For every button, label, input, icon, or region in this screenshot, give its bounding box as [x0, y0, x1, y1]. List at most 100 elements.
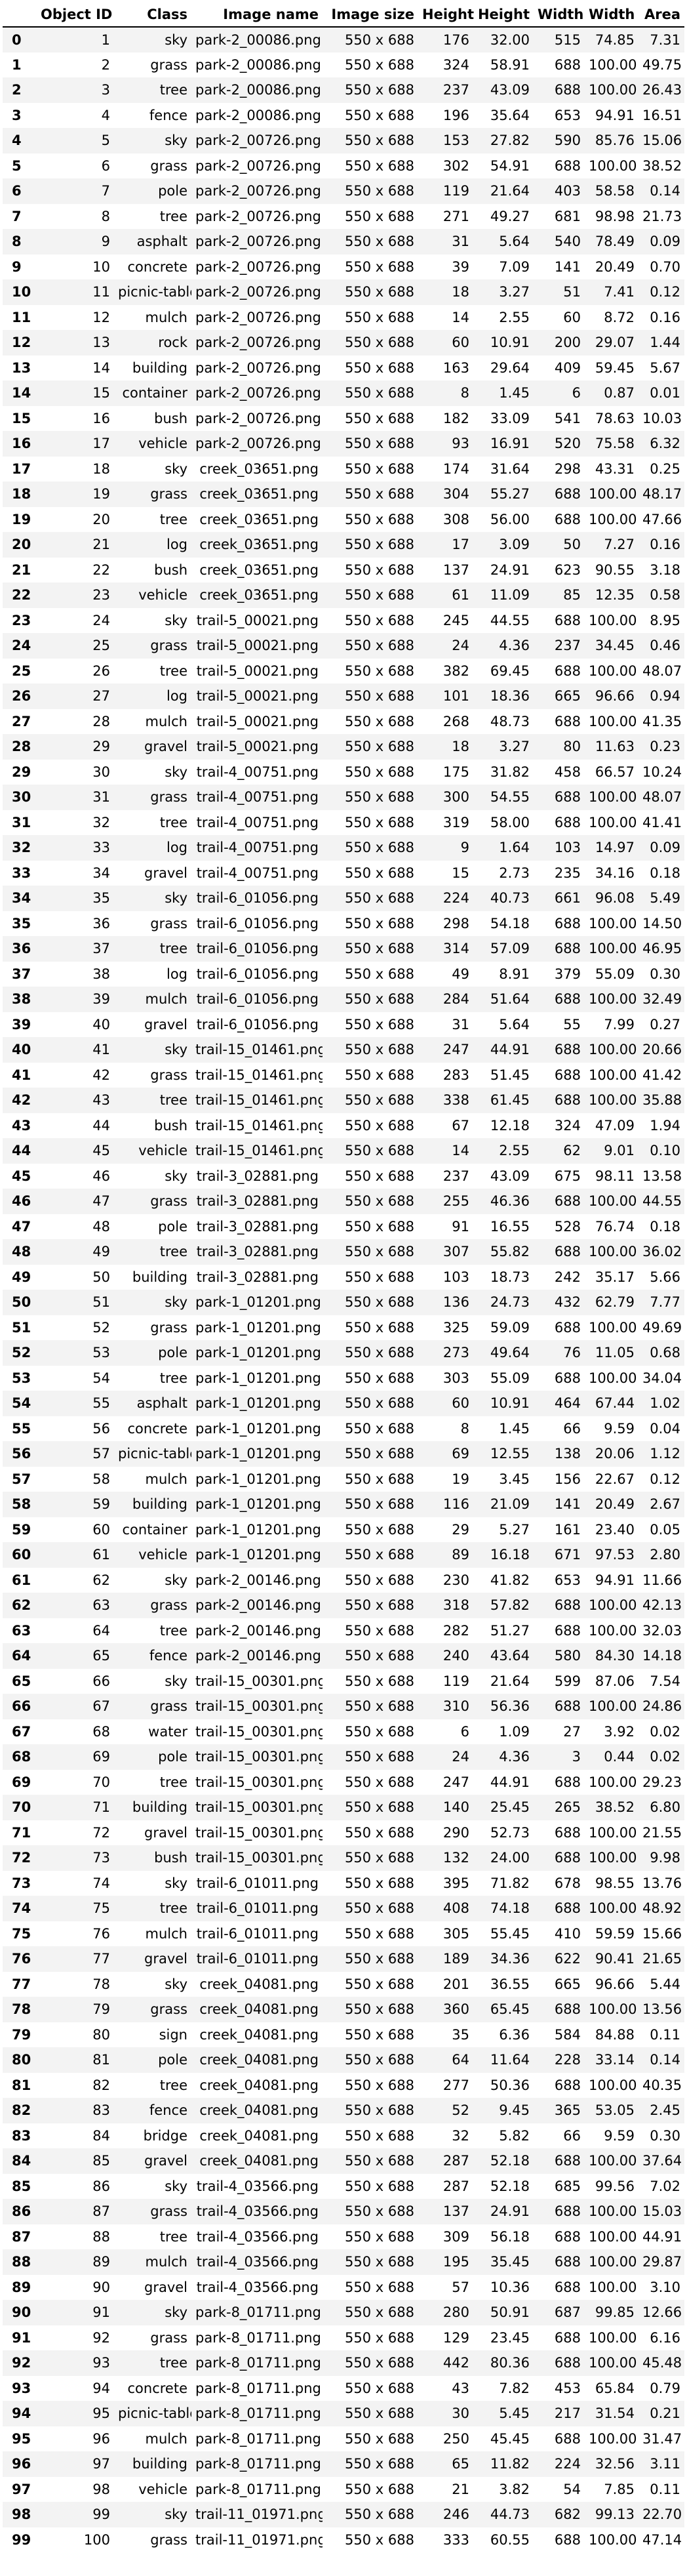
area-cell: 13.58	[642, 1168, 682, 1184]
image-size-cell: 550 x 688	[345, 1774, 414, 1790]
row-index: 70	[12, 1799, 31, 1816]
class-cell: concrete	[127, 2380, 188, 2396]
class-cell: container	[122, 385, 187, 401]
image-name-cell: trail-3_02881.png	[196, 1244, 319, 1260]
height-pct-cell: 12.18	[490, 1117, 530, 1134]
width-pct-cell: 98.11	[595, 1168, 635, 1184]
image-size-cell: 550 x 688	[345, 258, 414, 275]
area-cell: 26.43	[642, 82, 682, 98]
width-pct-cell: 96.66	[595, 1976, 635, 1992]
height-pct-cell: 44.73	[490, 2506, 530, 2523]
height-px-cell: 19	[452, 1471, 469, 1487]
image-name-cell: creek_03651.png	[199, 511, 319, 527]
row-index: 40	[12, 1042, 31, 1058]
width-pct-cell: 32.56	[595, 2456, 635, 2472]
height-px-cell: 246	[442, 2506, 469, 2523]
width-px-cell: 515	[554, 31, 581, 48]
object-id-cell: 30	[92, 764, 110, 780]
image-size-cell: 550 x 688	[345, 436, 414, 452]
class-cell: building	[132, 1269, 187, 1285]
height-px-cell: 333	[442, 2531, 469, 2548]
area-cell: 0.12	[650, 1471, 680, 1487]
table-row: 91 92 grass park-8_01711.png 550 x 688 129 23.…	[3, 2325, 684, 2351]
image-size-cell: 550 x 688	[345, 739, 414, 755]
row-index: 5	[12, 157, 22, 174]
object-id-cell: 93	[92, 2355, 110, 2371]
width-pct-cell: 94.91	[595, 107, 635, 123]
width-px-cell: 623	[554, 562, 581, 578]
width-pct-cell: 75.58	[595, 436, 635, 452]
row-index: 51	[12, 1319, 31, 1336]
table-row: 94 95 picnic-table park-8_01711.png 550 x 68…	[3, 2401, 684, 2426]
row-index: 89	[12, 2279, 31, 2295]
image-name-cell: trail-5_00021.png	[196, 663, 319, 679]
area-cell: 49.75	[642, 56, 682, 73]
table-row: 49 50 building trail-3_02881.png 550 x 688 10…	[3, 1265, 684, 1290]
row-index: 90	[12, 2304, 31, 2321]
width-px-cell: 688	[554, 82, 581, 98]
height-pct-cell: 55.82	[490, 1244, 530, 1260]
image-size-cell: 550 x 688	[345, 966, 414, 982]
height-px-cell: 298	[442, 915, 469, 931]
object-id-cell: 99	[92, 2506, 110, 2523]
width-pct-cell: 7.99	[604, 1016, 635, 1032]
class-cell: sky	[165, 1572, 187, 1588]
class-cell: log	[166, 537, 187, 553]
width-px-cell: 688	[554, 2153, 581, 2169]
area-cell: 5.44	[650, 1976, 680, 1992]
row-index: 84	[12, 2153, 31, 2169]
row-index: 71	[12, 1824, 31, 1841]
image-size-cell: 550 x 688	[345, 1496, 414, 1513]
height-pct-cell: 18.36	[490, 688, 530, 705]
area-cell: 0.16	[650, 537, 680, 553]
image-size-cell: 550 x 688	[345, 385, 414, 401]
table-row: 47 48 pole trail-3_02881.png 550 x 688 91 16.5…	[3, 1214, 684, 1240]
area-cell: 0.04	[650, 1420, 680, 1437]
class-cell: sky	[165, 460, 187, 477]
row-index: 67	[12, 1723, 31, 1740]
width-px-cell: 141	[554, 1496, 581, 1513]
row-index: 31	[12, 814, 31, 830]
table-row: 65 66 sky trail-15_00301.png 550 x 688 119 21.…	[3, 1669, 684, 1694]
height-pct-cell: 32.00	[490, 31, 530, 48]
row-index: 59	[12, 1521, 31, 1538]
area-cell: 5.67	[650, 359, 680, 376]
image-size-cell: 550 x 688	[345, 1244, 414, 1260]
image-name-cell: park-1_01201.png	[195, 1496, 321, 1513]
row-index: 50	[12, 1294, 31, 1311]
image-size-cell: 550 x 688	[345, 1951, 414, 1967]
width-pct-cell: 100.00	[589, 1698, 637, 1715]
row-index: 55	[12, 1420, 31, 1437]
height-pct-cell: 31.82	[490, 764, 530, 780]
height-px-cell: 360	[442, 2001, 469, 2018]
image-name-cell: park-2_00726.png	[195, 258, 321, 275]
width-px-cell: 682	[554, 2506, 581, 2523]
class-cell: tree	[159, 941, 187, 957]
height-pct-cell: 58.91	[490, 56, 530, 73]
table-row: 83 84 bridge creek_04081.png 550 x 688 32 5.82…	[3, 2123, 684, 2149]
table-row: 28 29 gravel trail-5_00021.png 550 x 688 18 3.…	[3, 734, 684, 760]
table-row: 9 10 concrete park-2_00726.png 550 x 688 39 7.…	[3, 255, 684, 280]
height-pct-cell: 54.91	[490, 157, 530, 174]
area-cell: 13.56	[642, 2001, 682, 2018]
row-index: 69	[12, 1774, 31, 1790]
image-size-cell: 550 x 688	[345, 183, 414, 199]
height-pct-cell: 44.91	[490, 1042, 530, 1058]
area-cell: 41.42	[642, 1067, 682, 1083]
height-px-cell: 64	[452, 2052, 469, 2068]
row-index: 48	[12, 1244, 31, 1260]
height-px-cell: 303	[442, 1370, 469, 1386]
row-index: 75	[12, 1925, 31, 1942]
area-cell: 3.11	[650, 2456, 680, 2472]
height-px-cell: 35	[452, 2026, 469, 2043]
image-name-cell: park-2_00726.png	[195, 284, 321, 300]
row-index: 21	[12, 562, 31, 578]
area-cell: 0.46	[650, 638, 680, 654]
height-px-cell: 8	[460, 1420, 469, 1437]
height-pct-cell: 55.45	[490, 1925, 530, 1942]
width-px-cell: 161	[554, 1521, 581, 1538]
image-size-cell: 550 x 688	[345, 1067, 414, 1083]
object-id-cell: 41	[92, 1042, 110, 1058]
width-pct-cell: 100.00	[589, 2153, 637, 2169]
height-px-cell: 65	[452, 2456, 469, 2472]
